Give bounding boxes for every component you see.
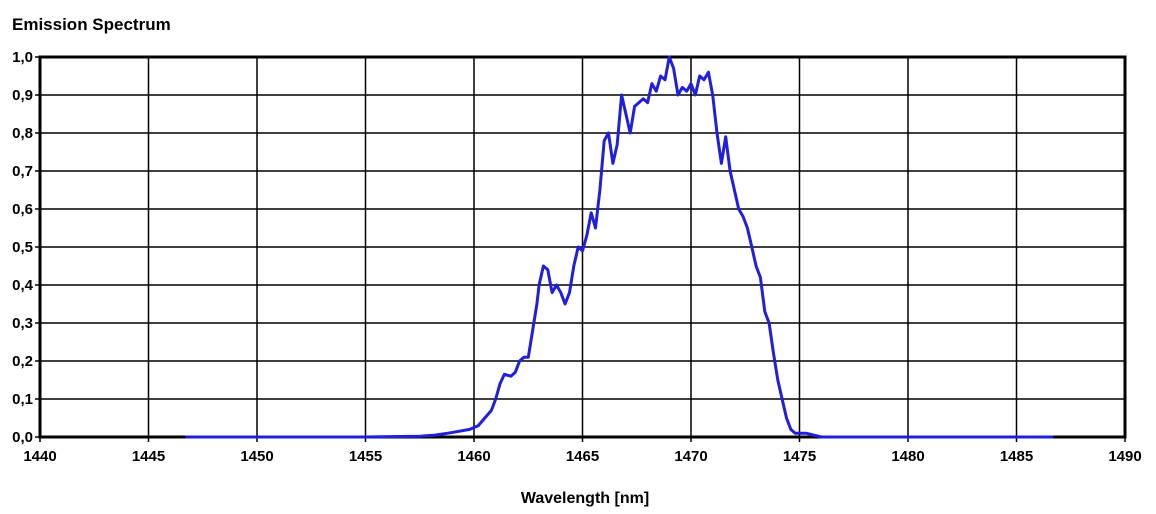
series-points: [185, 56, 1054, 438]
x-tick-label: 1490: [1108, 448, 1141, 465]
x-axis-ticks: 1440 1445 1450 1455 1460 1465 1470 1475 1480 1485…: [23, 437, 1142, 465]
x-tick-label: 1475: [783, 448, 816, 465]
x-tick-label: 1480: [891, 448, 924, 465]
x-tick-label: 1440: [23, 448, 56, 465]
x-tick-label: 1465: [566, 448, 599, 465]
x-tick-label: 1450: [240, 448, 273, 465]
x-tick-label: 1470: [674, 448, 707, 465]
y-tick-label: 0,8: [12, 125, 33, 142]
y-tick-label: 0,6: [12, 201, 33, 218]
chart-title: Emission Spectrum: [12, 15, 171, 34]
y-tick-label: 0,4: [12, 277, 34, 294]
x-tick-label: 1455: [349, 448, 382, 465]
y-tick-label: 0,7: [12, 163, 33, 180]
x-tick-label: 1485: [1000, 448, 1033, 465]
y-tick-label: 0,2: [12, 353, 33, 370]
x-tick-label: 1460: [457, 448, 490, 465]
y-tick-label: 0,1: [12, 391, 33, 408]
y-tick-label: 0,9: [12, 87, 33, 104]
y-axis-ticks: 0,0 0,1 0,2 0,3 0,4 0,5 0,6 0,7 0,8 0,9 1,0: [12, 49, 40, 446]
y-tick-label: 0,0: [12, 429, 33, 446]
y-tick-label: 1,0: [12, 49, 33, 66]
y-tick-label: 0,3: [12, 315, 33, 332]
x-tick-label: 1445: [132, 448, 165, 465]
series-line-emission: [185, 55, 1054, 439]
x-axis-label: Wavelength [nm]: [521, 490, 649, 507]
y-tick-label: 0,5: [12, 239, 33, 256]
